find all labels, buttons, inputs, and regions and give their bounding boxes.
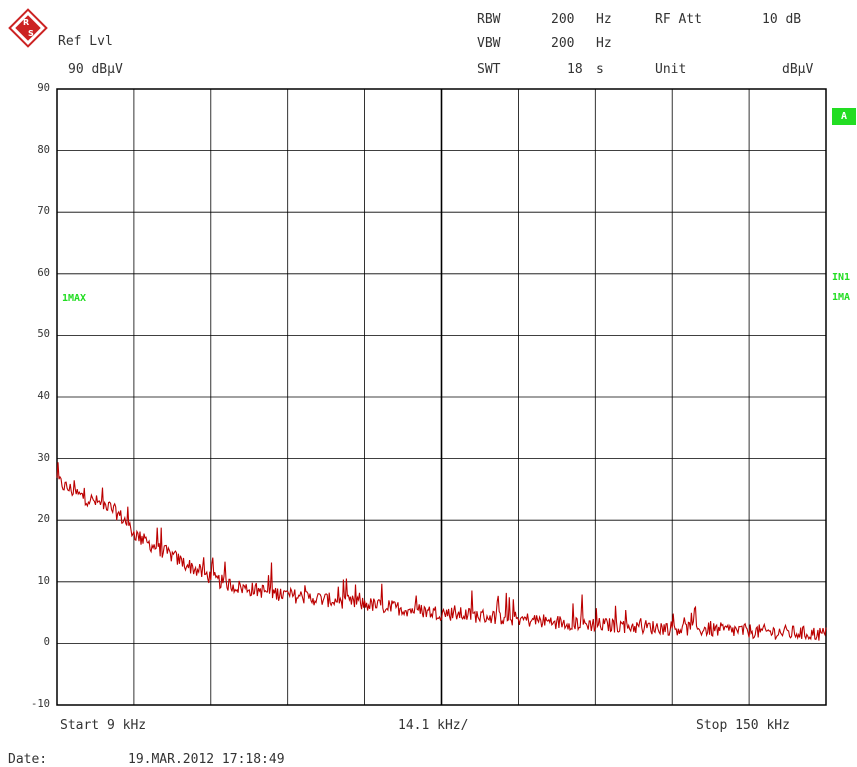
y-tick-label: 0: [43, 636, 50, 649]
stop-frequency: Stop 150 kHz: [696, 718, 790, 733]
vbw-label: VBW: [477, 36, 501, 51]
rbw-label: RBW: [477, 12, 501, 27]
swt-value: 18: [567, 62, 583, 77]
rs-logo-icon: R S: [8, 8, 48, 48]
input-1-marker: IN1: [832, 272, 851, 283]
unit-value: dBµV: [782, 62, 814, 77]
swt-label: SWT: [477, 62, 501, 77]
rbw-value: 200: [551, 12, 575, 27]
y-tick-label: 10: [37, 574, 50, 587]
rbw-unit: Hz: [596, 12, 612, 27]
y-tick-label: 90: [37, 82, 50, 94]
vbw-value: 200: [551, 36, 575, 51]
y-tick-label: 50: [37, 328, 50, 341]
ref-level-value: 90 dBµV: [68, 62, 123, 77]
trace-1ma-marker: 1MA: [832, 292, 851, 303]
trace-1max-label: 1MAX: [62, 293, 87, 304]
y-tick-label: 40: [37, 390, 50, 402]
trace-1-line: [56, 462, 827, 641]
unit-label: Unit: [655, 62, 687, 77]
swt-unit: s: [596, 62, 604, 77]
y-tick-label: -10: [31, 698, 50, 710]
svg-text:S: S: [28, 29, 34, 38]
vbw-unit: Hz: [596, 36, 612, 51]
plot-frame: [56, 88, 827, 706]
rf-att-label: RF Att: [655, 12, 702, 27]
svg-text:R: R: [23, 18, 29, 27]
trace-a-badge: A: [832, 108, 856, 125]
y-tick-label: 80: [37, 143, 50, 156]
span-per-division: 14.1 kHz/: [398, 718, 469, 733]
rf-att-value: 10 dB: [762, 12, 802, 27]
y-tick-label: 30: [37, 451, 50, 464]
y-tick-label: 20: [37, 513, 50, 526]
y-tick-label: 60: [37, 266, 50, 279]
start-frequency: Start 9 kHz: [60, 718, 147, 733]
y-tick-label: 70: [37, 205, 50, 218]
date-label: Date:: [8, 752, 48, 767]
date-value: 19.MAR.2012 17:18:49: [128, 752, 285, 767]
ref-level-label: Ref Lvl: [58, 34, 113, 49]
